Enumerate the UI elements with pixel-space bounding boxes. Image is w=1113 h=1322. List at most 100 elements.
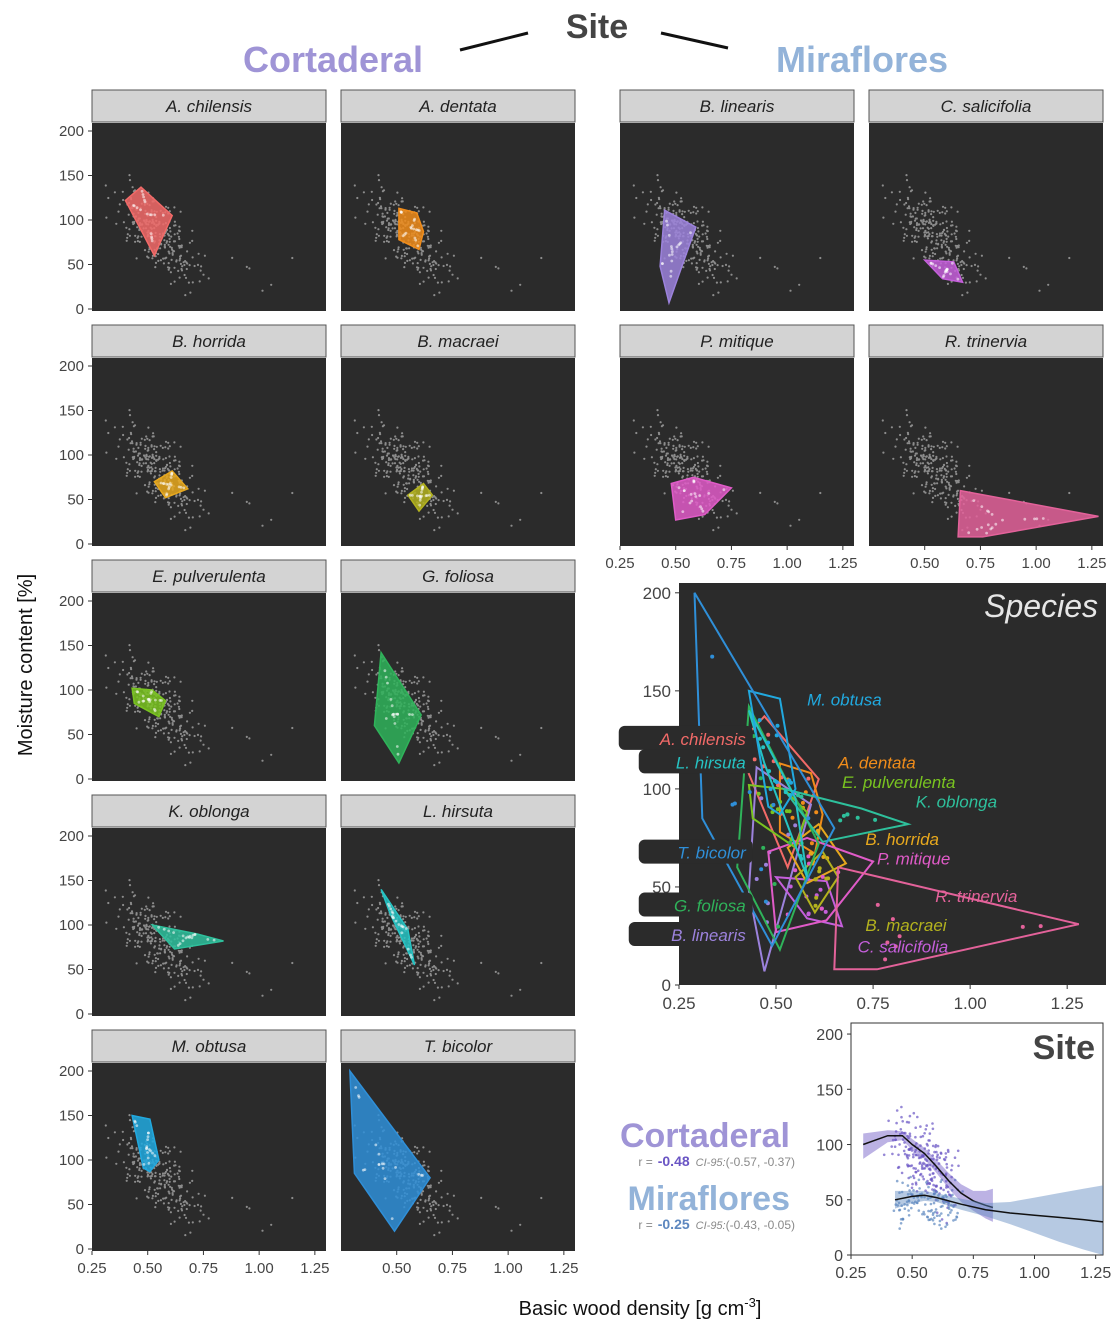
background-point — [435, 732, 438, 735]
background-point — [931, 490, 934, 493]
background-point — [656, 174, 659, 177]
background-point — [157, 729, 160, 733]
background-point — [162, 1163, 165, 1166]
site-point — [919, 1144, 922, 1147]
background-point — [187, 1221, 190, 1224]
background-point — [905, 228, 908, 231]
background-point — [696, 237, 699, 240]
background-point — [168, 237, 171, 240]
background-point — [427, 246, 430, 249]
site-point — [912, 1166, 915, 1170]
background-point — [689, 211, 692, 214]
background-point — [133, 894, 137, 897]
title-connector-right — [660, 31, 729, 50]
background-point — [395, 940, 398, 943]
background-point — [440, 1179, 443, 1182]
background-point — [701, 233, 704, 236]
background-point — [717, 526, 720, 529]
background-point — [696, 226, 700, 230]
background-point — [440, 934, 443, 937]
background-point — [906, 442, 909, 445]
background-point — [167, 1183, 170, 1186]
background-point — [135, 677, 138, 680]
background-point — [163, 243, 166, 246]
background-point — [163, 709, 166, 712]
background-point — [904, 213, 907, 216]
background-point — [179, 724, 183, 727]
background-point — [654, 203, 657, 206]
site-point — [897, 1201, 901, 1205]
species-point — [390, 914, 394, 918]
background-point — [670, 454, 674, 457]
background-point — [440, 256, 443, 259]
background-point — [759, 491, 762, 494]
background-point — [148, 439, 151, 442]
background-point — [395, 490, 398, 493]
background-point — [135, 912, 138, 915]
background-point — [151, 938, 154, 941]
background-point — [155, 689, 158, 692]
site-point — [945, 1162, 948, 1166]
background-point — [148, 718, 151, 721]
species-point — [692, 479, 696, 483]
species-point — [670, 259, 674, 263]
background-point — [367, 908, 370, 911]
background-point — [929, 221, 932, 224]
background-point — [419, 1198, 422, 1201]
background-point — [408, 964, 411, 967]
background-point — [169, 465, 172, 468]
background-point — [169, 506, 172, 509]
background-point — [942, 241, 945, 244]
background-point — [665, 470, 668, 473]
site-point — [954, 1218, 957, 1221]
background-point — [186, 720, 189, 723]
background-point — [440, 1221, 443, 1224]
background-point — [180, 1186, 183, 1189]
background-point — [203, 724, 206, 727]
species-point — [395, 745, 399, 748]
species-hull-outline — [781, 787, 912, 843]
background-point — [420, 958, 423, 961]
site-point — [927, 1139, 930, 1142]
facet-plot-area — [92, 1063, 326, 1251]
background-point — [695, 212, 698, 215]
background-point — [169, 741, 172, 744]
background-point — [692, 440, 696, 443]
background-point — [157, 722, 160, 726]
background-point — [126, 471, 129, 474]
species-label-box — [628, 921, 753, 946]
background-point — [162, 1197, 165, 1200]
background-point — [163, 716, 166, 719]
background-point — [448, 504, 451, 507]
background-point — [953, 232, 956, 235]
background-point — [402, 483, 405, 486]
species-point — [967, 531, 971, 535]
site-point — [936, 1199, 939, 1202]
y-tick-label: 50 — [67, 962, 84, 979]
background-point — [169, 230, 172, 233]
facet-plot-area — [341, 123, 575, 311]
background-point — [698, 235, 701, 238]
background-point — [261, 289, 264, 292]
background-point — [422, 971, 425, 974]
background-point — [946, 282, 950, 285]
background-point — [159, 1175, 162, 1178]
background-point — [173, 985, 176, 988]
background-point — [943, 467, 946, 470]
background-point — [186, 1190, 189, 1193]
background-point — [661, 215, 664, 218]
background-point — [941, 440, 945, 443]
background-point — [177, 470, 180, 473]
background-point — [128, 436, 131, 440]
species-point — [699, 505, 702, 508]
background-point — [437, 734, 440, 737]
background-point — [686, 474, 689, 477]
fit-line — [862, 1134, 994, 1209]
site-point — [909, 1192, 912, 1195]
background-point — [966, 291, 969, 294]
background-point — [456, 1217, 459, 1220]
background-point — [921, 462, 925, 465]
background-point — [125, 474, 128, 477]
background-point — [128, 234, 131, 237]
species-point — [386, 681, 389, 685]
